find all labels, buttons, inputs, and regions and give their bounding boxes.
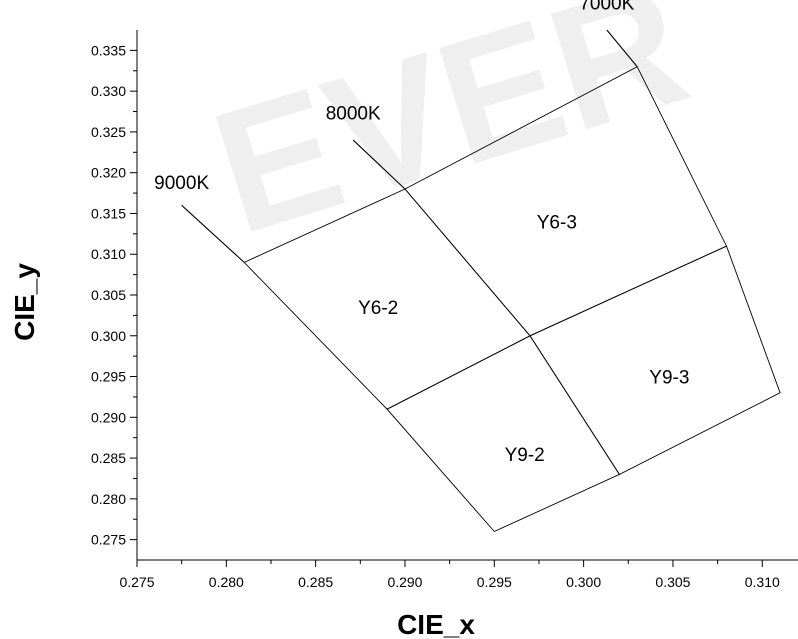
x-tick-label: 0.295	[477, 574, 512, 590]
region-label-y6-3: Y6-3	[537, 213, 577, 234]
region-label-y9-2: Y9-2	[505, 445, 545, 466]
x-tick-label: 0.280	[209, 574, 244, 590]
x-tick-label: 0.275	[119, 574, 154, 590]
y-axis-title: CIE_y	[9, 263, 40, 341]
y-tick-label: 0.315	[91, 205, 126, 221]
y-tick-label: 0.305	[91, 287, 126, 303]
watermark-text: EVER	[194, 0, 707, 271]
x-tick-label: 0.290	[387, 574, 422, 590]
y-tick-label: 0.290	[91, 409, 126, 425]
y-tick-label: 0.330	[91, 83, 126, 99]
y-tick-label: 0.310	[91, 246, 126, 262]
x-tick-label: 0.305	[655, 574, 690, 590]
region-label-y6-2: Y6-2	[358, 298, 398, 319]
region-y9-3	[529, 245, 781, 475]
x-tick-label: 0.285	[298, 574, 333, 590]
y-tick-label: 0.280	[91, 491, 126, 507]
cct-line-8000k	[352, 139, 406, 190]
x-axis-title: CIE_x	[397, 609, 475, 639]
bin-regions: Y6-2 Y6-3 Y9-2 Y9-3	[243, 66, 781, 533]
cct-lines: 9000K 8000K 7000K	[154, 0, 638, 263]
region-label-y9-3: Y9-3	[649, 368, 689, 389]
cct-line-9000k	[181, 204, 245, 263]
y-tick-label: 0.295	[91, 369, 126, 385]
cct-label-9000k: 9000K	[154, 173, 209, 194]
cct-label-7000k: 7000K	[579, 0, 634, 15]
y-tick-label: 0.300	[91, 328, 126, 344]
y-tick-label: 0.285	[91, 450, 126, 466]
cct-line-7000k	[606, 29, 638, 68]
x-axis-ticks: 0.275 0.280 0.285 0.290 0.295 0.300 0.305 0.310	[119, 560, 780, 590]
y-tick-label: 0.335	[91, 42, 126, 58]
y-tick-label: 0.320	[91, 165, 126, 181]
region-y9-2	[386, 335, 621, 533]
x-tick-label: 0.310	[745, 574, 780, 590]
cct-label-8000k: 8000K	[326, 104, 381, 125]
y-axis-ticks: 0.275 0.280 0.285 0.290 0.295 0.300 0.305 0.310…	[91, 42, 137, 548]
y-tick-label: 0.325	[91, 124, 126, 140]
x-tick-label: 0.300	[566, 574, 601, 590]
y-tick-label: 0.275	[91, 532, 126, 548]
